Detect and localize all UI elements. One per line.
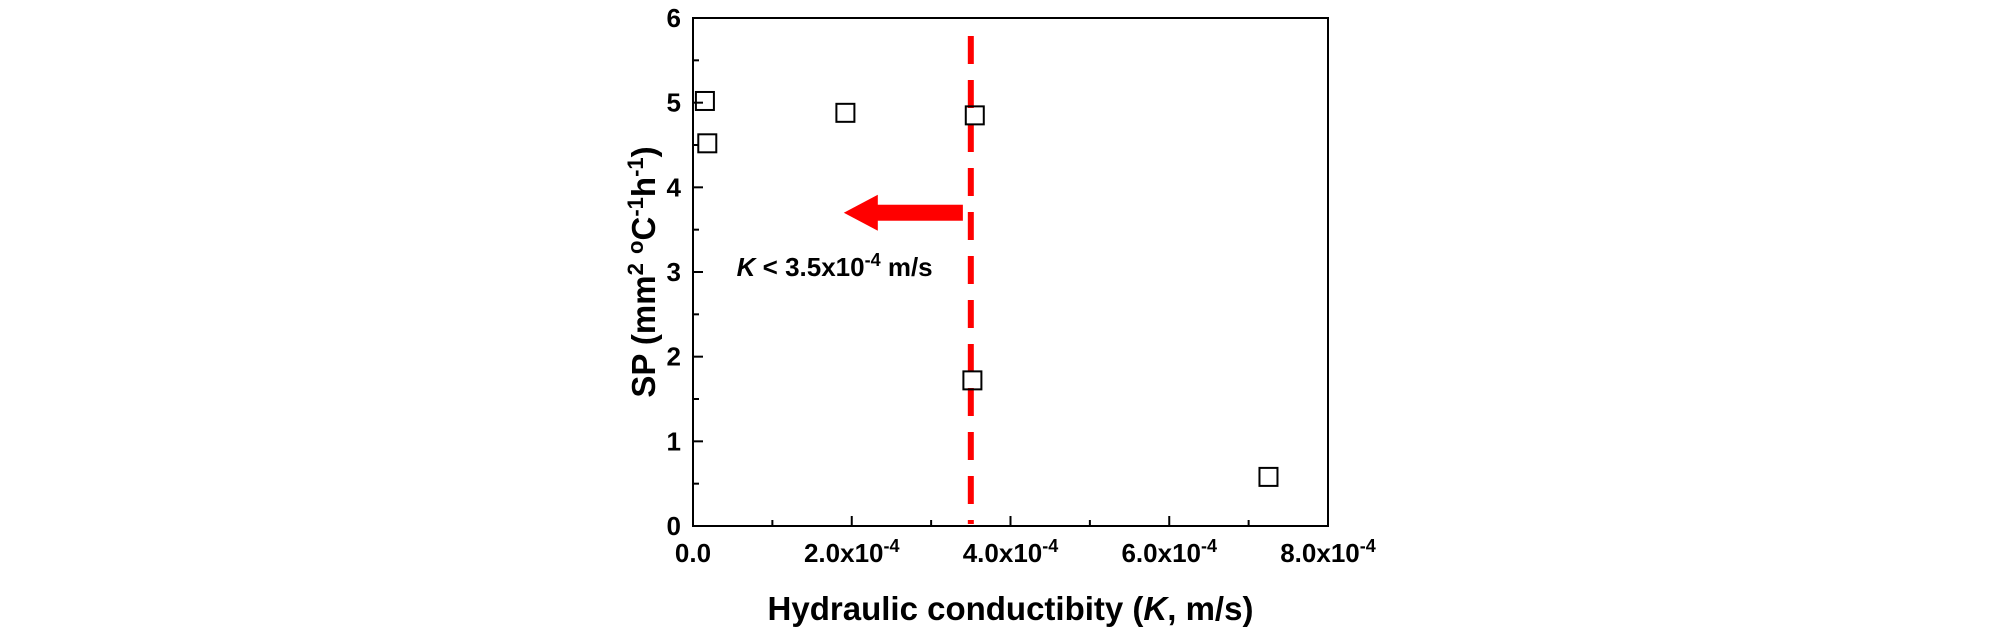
y-tick-label: 6 — [667, 3, 681, 33]
x-label-suffix: , m/s) — [1167, 590, 1253, 627]
y-tick-label: 5 — [667, 88, 681, 118]
x-tick-label-base: 0.0 — [675, 538, 711, 568]
x-tick-label-base: 4.0x10 — [963, 538, 1043, 568]
y-label-sup3: -1 — [623, 197, 648, 217]
data-point — [1258, 466, 1279, 487]
y-label-sup4: -1 — [623, 157, 648, 177]
x-axis: 0.0 2.0x10-4 4.0x10-4 6.0x10-4 8.0x10-4 — [675, 516, 1376, 568]
x-label-italic: K — [1143, 590, 1169, 627]
annotation-suffix: m/s — [881, 252, 933, 282]
x-tick-label-exp: -4 — [884, 536, 900, 556]
arrow-group — [843, 194, 963, 231]
y-tick-label: 0 — [667, 511, 681, 541]
y-label-end: ) — [625, 146, 662, 157]
y-label-mid2: h — [625, 177, 662, 197]
annotation-text: < 3.5x10 — [755, 252, 864, 282]
annotation-italic: K — [737, 252, 758, 282]
y-label-sup2: o — [623, 240, 648, 253]
y-tick-label: 2 — [667, 342, 681, 372]
y-tick-label: 3 — [667, 257, 681, 287]
arrow-head — [843, 194, 878, 231]
data-point — [964, 105, 985, 126]
x-tick-label-base: 6.0x10 — [1121, 538, 1201, 568]
annotation-sup: -4 — [865, 250, 881, 270]
data-point — [697, 133, 718, 154]
x-tick-label-base: 2.0x10 — [804, 538, 884, 568]
x-tick-label-exp: -4 — [1042, 536, 1058, 556]
y-axis: 0 1 2 3 4 5 6 — [667, 3, 703, 541]
data-point — [694, 90, 715, 111]
x-tick-label-base: 8.0x10 — [1280, 538, 1360, 568]
y-label-sup1: 2 — [623, 263, 648, 275]
x-tick-label: 8.0x10-4 — [1280, 536, 1376, 568]
y-tick-label: 4 — [667, 172, 682, 202]
y-axis-label: SP (mm2 oC-1h-1) — [623, 146, 663, 397]
data-point — [962, 370, 983, 391]
x-tick-label: 2.0x10-4 — [804, 536, 900, 568]
x-tick-label: 0.0 — [675, 538, 711, 568]
x-tick-label: 6.0x10-4 — [1121, 536, 1217, 568]
threshold-annotation: K < 3.5x10-4 m/s — [737, 250, 933, 282]
x-tick-label-exp: -4 — [1201, 536, 1217, 556]
x-tick-label: 4.0x10-4 — [963, 536, 1059, 568]
data-point — [835, 102, 856, 123]
y-label-mid: C — [625, 217, 662, 241]
arrow-shaft — [871, 204, 963, 221]
x-tick-label-exp: -4 — [1360, 536, 1376, 556]
y-tick-label: 1 — [667, 426, 681, 456]
y-label-gap — [625, 254, 662, 263]
y-label-main: SP (mm — [625, 275, 662, 397]
x-axis-label: Hydraulic conductibity (K, m/s) — [768, 590, 1254, 627]
x-label-prefix: Hydraulic conductibity ( — [768, 590, 1144, 627]
points-group — [694, 90, 1279, 487]
